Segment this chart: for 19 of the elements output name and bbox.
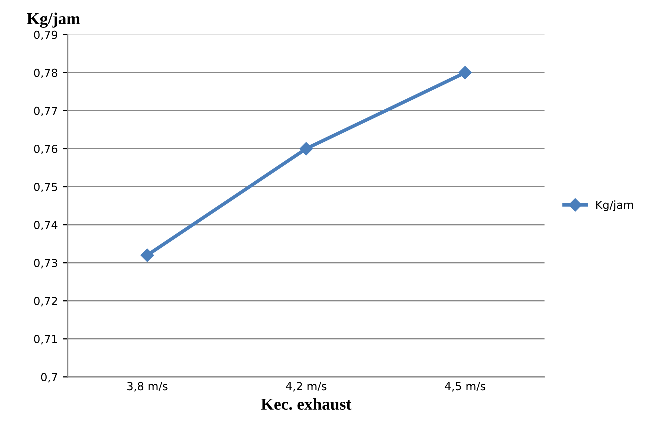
y-tick-label: 0,74 — [34, 221, 58, 231]
point — [140, 248, 154, 262]
y-tick-label: 0,77 — [34, 106, 58, 116]
y-tick-label: 0,71 — [34, 335, 58, 345]
y-tick-label: 0,76 — [34, 144, 58, 154]
y-tick-label: 0,75 — [34, 182, 58, 193]
x-axis-title: Kec. exhaust — [261, 398, 352, 410]
y-tick-label: 0,79 — [34, 30, 58, 40]
point — [300, 142, 313, 156]
x-tick-label: 4,2 m/s — [286, 382, 327, 392]
y-tick-label: 0,78 — [34, 68, 58, 78]
x-tick-label: 4,5 m/s — [445, 382, 486, 392]
x-tick-label: 3,8 m/s — [128, 382, 168, 392]
y-tick-label: 0,73 — [34, 259, 58, 269]
y-axis-title: Kg/jam — [27, 12, 80, 28]
legend-label: Kg/jam — [596, 200, 634, 212]
y-tick-label: 0,7 — [41, 373, 58, 383]
y-tick-label: 0,72 — [34, 297, 58, 307]
point — [458, 66, 472, 80]
